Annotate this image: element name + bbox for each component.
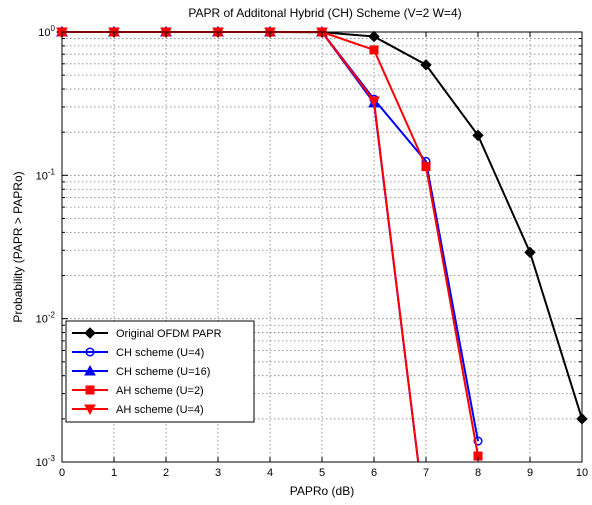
grid	[62, 32, 582, 462]
x-tick-label: 2	[163, 467, 169, 479]
legend: Original OFDM PAPR CH scheme (U=4) CH sche…	[65, 320, 255, 423]
y-tick-label: 100	[38, 24, 55, 39]
legend-label: Original OFDM PAPR	[116, 328, 222, 340]
legend-entry: AH scheme (U=2)	[72, 385, 204, 397]
x-tick-label: 6	[371, 467, 377, 479]
legend-marker	[85, 385, 95, 395]
data-point	[420, 59, 432, 71]
y-tick-label: 10-1	[36, 167, 56, 182]
legend-marker	[84, 364, 96, 376]
chart-title: PAPR of Additonal Hybrid (CH) Scheme (V=…	[188, 6, 461, 20]
legend-entry: CH scheme (U=16)	[72, 364, 210, 378]
x-tick-label: 9	[527, 467, 533, 479]
x-tick-label: 7	[423, 467, 429, 479]
data-point	[524, 246, 536, 259]
legend-entry: CH scheme (U=4)	[72, 347, 204, 359]
data-point	[368, 96, 380, 108]
legend-label: CH scheme (U=4)	[116, 347, 204, 359]
legend-marker	[84, 404, 96, 416]
x-tick-label: 1	[111, 467, 117, 479]
legend-entry: AH scheme (U=4)	[72, 404, 204, 416]
x-tick-label: 3	[215, 467, 221, 479]
x-tick-label: 4	[267, 467, 273, 479]
legend-label: AH scheme (U=2)	[116, 385, 204, 397]
x-tick-label: 0	[59, 467, 65, 479]
x-tick-label: 10	[576, 467, 588, 479]
y-tick-label: 10-3	[36, 454, 56, 469]
data-point	[473, 436, 483, 446]
x-axis-label: PAPRo (dB)	[290, 484, 354, 498]
y-tick-label: 10-2	[36, 311, 56, 326]
axis-ticks: 0 1 2 3 4 5 6 7 8 9 10 100 10-1 10-2 10-3	[36, 24, 589, 479]
y-axis-label: Probability (PAPR > PAPRo)	[11, 171, 25, 322]
x-tick-label: 5	[319, 467, 325, 479]
data-point	[472, 129, 484, 142]
data-point	[421, 162, 431, 172]
legend-marker	[85, 347, 95, 357]
legend-marker	[84, 327, 96, 339]
x-tick-label: 8	[475, 467, 481, 479]
data-point	[369, 45, 379, 55]
legend-entry: Original OFDM PAPR	[72, 327, 222, 340]
legend-label: AH scheme (U=4)	[116, 404, 204, 416]
legend-label: CH scheme (U=16)	[116, 366, 210, 378]
